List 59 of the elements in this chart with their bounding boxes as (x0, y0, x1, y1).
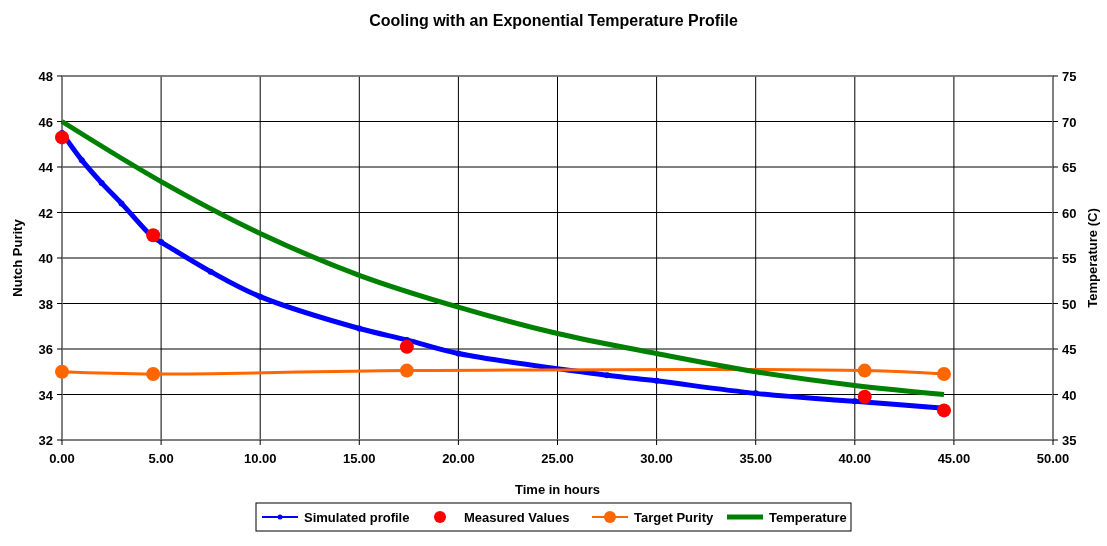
x-tick-label: 25.00 (541, 451, 574, 466)
x-tick-label: 20.00 (442, 451, 475, 466)
y2-tick-label: 35 (1062, 433, 1077, 448)
y-axis-title: Nutch Purity (10, 218, 25, 297)
point (857, 363, 872, 378)
point (207, 268, 214, 275)
y-tick-label: 34 (38, 387, 54, 403)
point (399, 339, 414, 354)
x-tick-label: 15.00 (343, 451, 376, 466)
x-tick-label: 45.00 (937, 451, 971, 466)
y-tick-label: 38 (38, 296, 53, 312)
y2-tick-label: 60 (1062, 205, 1077, 221)
point (604, 372, 611, 379)
point (55, 364, 69, 379)
point (257, 293, 264, 300)
point (752, 390, 759, 397)
point (55, 130, 69, 145)
y-tick-label: 44 (38, 160, 54, 175)
point (158, 239, 165, 246)
y-tick-label: 32 (38, 433, 53, 448)
x-axis-title: Time in hours (515, 482, 600, 497)
point (455, 350, 462, 357)
y2-tick-label: 50 (1062, 296, 1077, 312)
y2-tick-label: 65 (1062, 160, 1077, 175)
y2-tick-label: 55 (1062, 251, 1077, 266)
x-tick-label: 5.00 (148, 451, 174, 466)
point (857, 389, 872, 404)
legend-label: Temperature (769, 510, 847, 525)
x-tick-label: 40.00 (838, 451, 872, 466)
y2-tick-label: 45 (1062, 342, 1077, 357)
y-tick-label: 46 (38, 114, 53, 130)
y-tick-label: 42 (38, 205, 53, 221)
y-tick-label: 48 (38, 69, 53, 84)
point (146, 228, 161, 243)
chart-title: Cooling with an Exponential Temperature Profile (369, 12, 738, 29)
y-tick-label: 36 (38, 342, 53, 357)
y2-tick-label: 70 (1062, 114, 1077, 130)
point (78, 157, 85, 164)
x-tick-label: 0.00 (49, 451, 75, 466)
point (936, 403, 951, 418)
legend-label: Simulated profile (304, 510, 410, 525)
y2-tick-label: 40 (1062, 387, 1077, 403)
x-tick-label: 50.00 (1036, 451, 1070, 466)
x-tick-label: 10.00 (243, 451, 277, 466)
point (851, 398, 858, 405)
point (118, 200, 125, 207)
x-tick-label: 30.00 (640, 451, 673, 466)
legend-label: Target Purity (634, 510, 714, 525)
y2-tick-label: 75 (1062, 69, 1077, 84)
legend-label: Measured Values (464, 510, 570, 525)
point (146, 367, 161, 382)
y2-axis-title: Temperature (C) (1085, 208, 1100, 308)
point (653, 377, 660, 384)
x-tick-label: 35.00 (739, 451, 772, 466)
point (98, 179, 105, 186)
y-tick-label: 40 (38, 251, 53, 266)
point (936, 367, 951, 382)
point (356, 325, 363, 332)
point (399, 363, 414, 378)
